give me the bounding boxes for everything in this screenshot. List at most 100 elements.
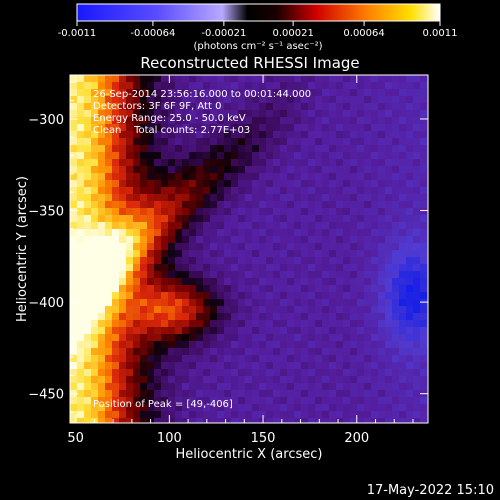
heatmap-cell — [350, 89, 358, 97]
heatmap-cell — [231, 166, 239, 174]
heatmap-cell — [154, 75, 162, 83]
heatmap-cell — [154, 397, 162, 405]
heatmap-cell — [133, 82, 141, 90]
heatmap-cell — [105, 194, 113, 202]
heatmap-cell — [238, 285, 246, 293]
heatmap-cell — [420, 103, 428, 111]
heatmap-cell — [413, 222, 421, 230]
heatmap-cell — [273, 145, 281, 153]
heatmap-cell — [392, 278, 400, 286]
heatmap-cell — [210, 355, 218, 363]
heatmap-cell — [140, 376, 148, 384]
heatmap-cell — [392, 404, 400, 412]
heatmap-cell — [133, 264, 141, 272]
heatmap-cell — [196, 236, 204, 244]
heatmap-cell — [350, 404, 358, 412]
heatmap-cell — [217, 397, 225, 405]
heatmap-cell — [70, 320, 78, 328]
heatmap-cell — [189, 313, 197, 321]
heatmap-cell — [84, 243, 92, 251]
heatmap-cell — [224, 180, 232, 188]
heatmap-cell — [105, 250, 113, 258]
heatmap-cell — [105, 180, 113, 188]
heatmap-cell — [133, 320, 141, 328]
heatmap-cell — [196, 201, 204, 209]
heatmap-cell — [329, 96, 337, 104]
heatmap-cell — [119, 159, 127, 167]
heatmap-cell — [224, 75, 232, 83]
heatmap-cell — [357, 257, 365, 265]
heatmap-cell — [315, 124, 323, 132]
heatmap-cell — [147, 75, 155, 83]
heatmap-cell — [238, 222, 246, 230]
heatmap-cell — [287, 201, 295, 209]
heatmap-cell — [147, 376, 155, 384]
heatmap-cell — [420, 376, 428, 384]
heatmap-cell — [266, 201, 274, 209]
heatmap-cell — [112, 75, 120, 83]
heatmap-cell — [217, 390, 225, 398]
heatmap-cell — [189, 341, 197, 349]
heatmap-cell — [224, 306, 232, 314]
heatmap-cell — [84, 397, 92, 405]
heatmap-cell — [210, 292, 218, 300]
heatmap-cell — [364, 278, 372, 286]
heatmap-cell — [168, 117, 176, 125]
heatmap-cell — [420, 397, 428, 405]
heatmap-cell — [357, 418, 365, 423]
heatmap-cell — [266, 341, 274, 349]
heatmap-cell — [210, 250, 218, 258]
heatmap-cell — [140, 194, 148, 202]
heatmap-cell — [105, 187, 113, 195]
heatmap-cell — [315, 180, 323, 188]
heatmap-cell — [98, 201, 106, 209]
heatmap-cell — [245, 341, 253, 349]
heatmap-cell — [315, 278, 323, 286]
heatmap-cell — [259, 82, 267, 90]
heatmap-cell — [210, 257, 218, 265]
heatmap-cell — [280, 264, 288, 272]
heatmap-cell — [378, 369, 386, 377]
heatmap-cell — [392, 124, 400, 132]
heatmap-cell — [175, 236, 183, 244]
heatmap-cell — [126, 124, 134, 132]
heatmap-cell — [119, 201, 127, 209]
heatmap-cell — [231, 89, 239, 97]
heatmap-cell — [231, 222, 239, 230]
heatmap-cell — [154, 138, 162, 146]
heatmap-cell — [308, 131, 316, 139]
heatmap-cell — [308, 145, 316, 153]
heatmap-cell — [266, 362, 274, 370]
heatmap-cell — [147, 131, 155, 139]
heatmap-cell — [308, 250, 316, 258]
heatmap-cell — [77, 369, 85, 377]
heatmap-cell — [392, 376, 400, 384]
heatmap-cell — [182, 341, 190, 349]
heatmap-cell — [399, 145, 407, 153]
heatmap-cell — [161, 362, 169, 370]
heatmap-cell — [224, 124, 232, 132]
heatmap-cell — [357, 390, 365, 398]
heatmap-cell — [420, 355, 428, 363]
heatmap-cell — [406, 306, 414, 314]
heatmap-cell — [357, 411, 365, 419]
heatmap-cell — [252, 75, 260, 83]
heatmap-cell — [259, 89, 267, 97]
heatmap-cell — [182, 145, 190, 153]
timestamp: 17-May-2022 15:10 — [367, 483, 494, 498]
heatmap-cell — [231, 418, 239, 423]
heatmap-cell — [371, 264, 379, 272]
heatmap-cell — [385, 313, 393, 321]
heatmap-cell — [378, 383, 386, 391]
heatmap-cell — [168, 320, 176, 328]
heatmap-cell — [203, 369, 211, 377]
heatmap-cell — [308, 404, 316, 412]
heatmap-cell — [196, 320, 204, 328]
heatmap-cell — [238, 257, 246, 265]
heatmap-cell — [315, 376, 323, 384]
heatmap-cell — [147, 306, 155, 314]
heatmap-cell — [364, 208, 372, 216]
y-axis: −300−350−400−450 — [28, 81, 428, 413]
heatmap-cell — [133, 117, 141, 125]
heatmap-cell — [231, 201, 239, 209]
